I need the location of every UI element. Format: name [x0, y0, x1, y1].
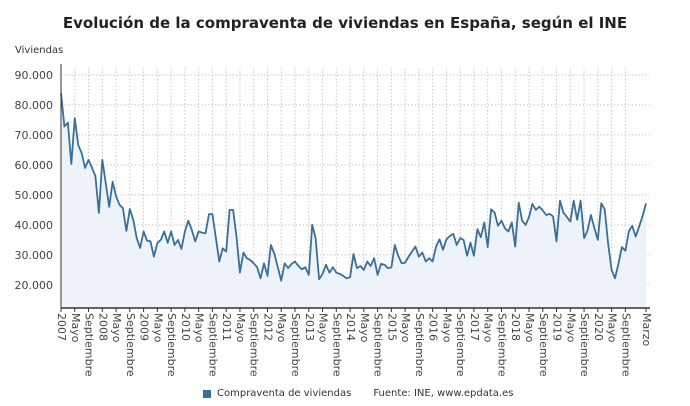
- x-tick-label: 2011: [220, 313, 234, 341]
- y-tick-label: 20.000: [15, 279, 54, 292]
- x-tick-label: Septiembre: [206, 313, 220, 377]
- x-tick-label: Mayo: [481, 313, 495, 343]
- y-axis-label: Viviendas: [15, 45, 64, 56]
- x-tick-label: 2013: [302, 313, 316, 341]
- chart-title: Evolución de la compraventa de viviendas…: [62, 14, 628, 32]
- x-tick-label: Septiembre: [619, 313, 633, 377]
- x-tick-label: Marzo: [640, 313, 653, 347]
- x-tick-label: Septiembre: [165, 313, 179, 377]
- x-tick-label: Septiembre: [578, 313, 592, 377]
- y-tick-label: 40.000: [15, 219, 54, 232]
- series-area: [61, 93, 646, 308]
- x-tick-label: Mayo: [357, 313, 371, 343]
- x-tick-label: Mayo: [316, 313, 330, 343]
- x-tick-label: Mayo: [523, 313, 536, 343]
- y-tick-label: 90.000: [15, 69, 54, 82]
- x-tick-label: 2015: [385, 313, 399, 341]
- x-tick-label: 2009: [137, 313, 151, 341]
- x-tick-label: Septiembre: [123, 313, 137, 377]
- x-tick-label: 2017: [467, 313, 481, 341]
- x-tick-label: 2014: [344, 313, 358, 341]
- source-note: Fuente: INE, www.epdata.es: [373, 388, 514, 399]
- x-tick-label: Mayo: [605, 313, 619, 343]
- x-tick-label: Mayo: [440, 313, 454, 343]
- x-tick-label: 2016: [426, 313, 440, 341]
- x-tick-label: Septiembre: [289, 313, 302, 377]
- x-tick-label: Septiembre: [536, 313, 550, 377]
- x-tick-label: Mayo: [192, 313, 206, 343]
- y-tick-label: 50.000: [15, 189, 54, 202]
- y-tick-label: 30.000: [15, 249, 54, 262]
- x-tick-label: Mayo: [564, 313, 578, 343]
- x-tick-label: Septiembre: [412, 313, 426, 377]
- x-tick-label: 2007: [55, 313, 68, 341]
- legend-label: Compraventa de viviendas: [217, 388, 352, 399]
- x-tick-label: Septiembre: [330, 313, 344, 377]
- x-tick-label: Septiembre: [495, 313, 509, 377]
- x-tick-label: Mayo: [110, 313, 124, 343]
- y-tick-label: 60.000: [15, 159, 54, 172]
- x-tick-label: Septiembre: [371, 313, 385, 377]
- legend: Compraventa de viviendas Fuente: INE, ww…: [203, 388, 513, 400]
- x-tick-label: Mayo: [151, 313, 165, 343]
- x-tick-label: 2019: [550, 313, 564, 341]
- y-tick-label: 80.000: [15, 99, 54, 112]
- x-tick-label: Mayo: [233, 313, 247, 343]
- legend-swatch: [203, 390, 211, 398]
- x-tick-label: 2008: [96, 313, 110, 341]
- x-tick-label: 2018: [509, 313, 523, 341]
- series-line: [60, 93, 647, 282]
- x-tick-label: Septiembre: [82, 313, 96, 377]
- x-tick-label: 2020: [591, 313, 605, 341]
- x-tick-label: Septiembre: [247, 313, 261, 377]
- x-tick-label: Mayo: [68, 313, 82, 343]
- x-tick-label: Mayo: [275, 313, 289, 343]
- x-tick-label: Mayo: [399, 313, 413, 343]
- y-tick-label: 70.000: [15, 129, 54, 142]
- x-tick-label: 2012: [261, 313, 275, 341]
- x-tick-label: 2010: [178, 313, 192, 341]
- x-tick-label: Septiembre: [454, 313, 468, 377]
